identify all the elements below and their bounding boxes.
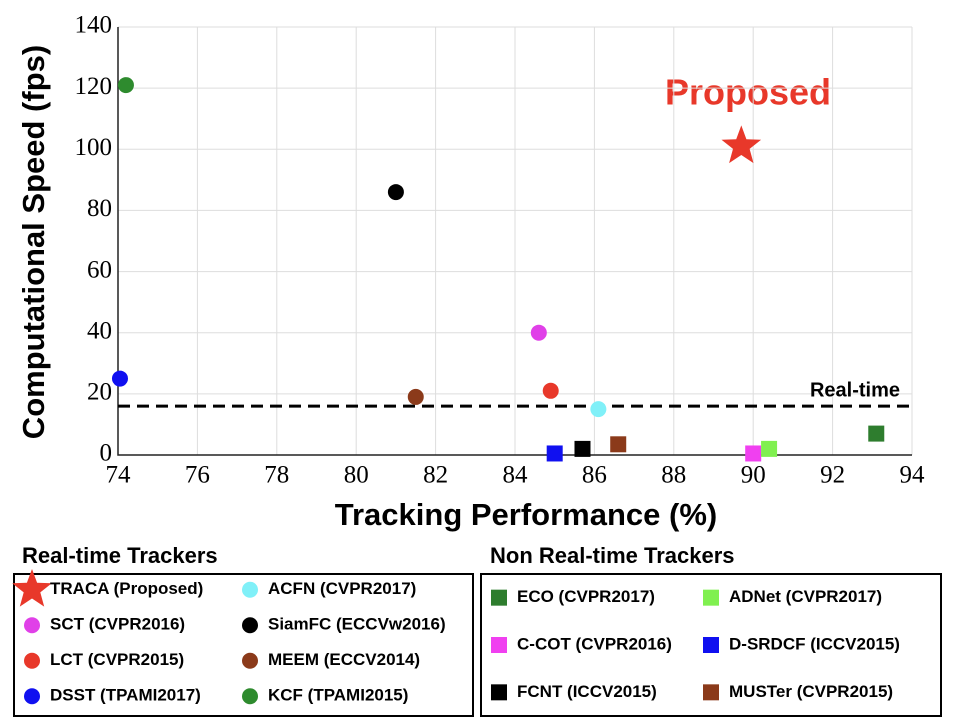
y-tick-label: 120 [75, 73, 113, 100]
y-tick-label: 20 [87, 379, 112, 406]
legend-label: MUSTer (CVPR2015) [729, 682, 893, 701]
legend-marker [242, 688, 258, 705]
legend-marker [24, 617, 40, 634]
legend-label: ACFN (CVPR2017) [268, 579, 416, 598]
legend-marker [12, 569, 52, 607]
x-tick-label: 90 [741, 462, 766, 489]
x-tick-label: 94 [900, 462, 926, 489]
legend-label: MEEM (ECCV2014) [268, 650, 420, 669]
x-tick-label: 84 [503, 462, 529, 489]
data-point [610, 436, 627, 453]
legend-marker [242, 617, 258, 634]
legend-marker [24, 652, 40, 669]
x-tick-label: 78 [264, 462, 289, 489]
legend-marker [24, 688, 40, 705]
y-tick-label: 0 [100, 440, 113, 467]
legend-label: D-SRDCF (ICCV2015) [729, 634, 900, 653]
data-point [721, 125, 762, 164]
legend-label: FCNT (ICCV2015) [517, 682, 657, 701]
legend-marker [703, 684, 719, 701]
data-point [868, 425, 885, 442]
axes [117, 27, 912, 456]
legend-label: SCT (CVPR2016) [50, 615, 185, 634]
legend-title: Real-time Trackers [22, 543, 218, 568]
data-point [117, 77, 134, 94]
legend-label: C-COT (CVPR2016) [517, 634, 672, 653]
y-axis-label: Computational Speed (fps) [16, 45, 51, 439]
legend-box [480, 573, 942, 717]
x-tick-label: 80 [344, 462, 369, 489]
legend-box [13, 573, 474, 717]
data-point [542, 382, 559, 399]
x-tick-label: 86 [582, 462, 607, 489]
y-tick-label: 140 [75, 12, 113, 39]
legend-label: SiamFC (ECCVw2016) [268, 615, 446, 634]
data-point [387, 184, 404, 201]
y-tick-label: 100 [75, 134, 113, 161]
data-point [590, 401, 607, 418]
legend-marker [491, 637, 507, 653]
y-tick-label: 80 [87, 195, 112, 222]
data-point [574, 440, 591, 457]
legend-marker [703, 589, 719, 606]
legend-marker [703, 637, 719, 653]
legend-label: DSST (TPAMI2017) [50, 686, 201, 705]
x-tick-label: 92 [820, 462, 845, 489]
legend-marker [491, 589, 507, 606]
legend-label: LCT (CVPR2015) [50, 650, 184, 669]
x-axis-label: Tracking Performance (%) [335, 497, 717, 532]
legend-label: ECO (CVPR2017) [517, 587, 655, 606]
data-point [111, 370, 128, 387]
legend-title: Non Real-time Trackers [490, 543, 735, 568]
y-tick-label: 60 [87, 256, 112, 283]
x-tick-label: 88 [661, 462, 686, 489]
legend-marker [491, 684, 507, 701]
x-tick-label: 82 [423, 462, 448, 489]
data-point [530, 324, 547, 341]
data-point [407, 388, 424, 405]
data-point [546, 445, 563, 462]
legend-marker [242, 581, 258, 598]
y-tick-label: 40 [87, 317, 112, 344]
legend-label: TRACA (Proposed) [50, 579, 203, 598]
threshold-label: Real-time [810, 379, 900, 401]
x-tick-label: 74 [106, 462, 132, 489]
legend-label: KCF (TPAMI2015) [268, 686, 408, 705]
legend-marker [242, 652, 258, 669]
data-point [761, 440, 778, 457]
x-tick-label: 76 [185, 462, 210, 489]
data-point [745, 445, 762, 462]
legend-label: ADNet (CVPR2017) [729, 587, 882, 606]
annotation: Proposed [665, 72, 831, 113]
